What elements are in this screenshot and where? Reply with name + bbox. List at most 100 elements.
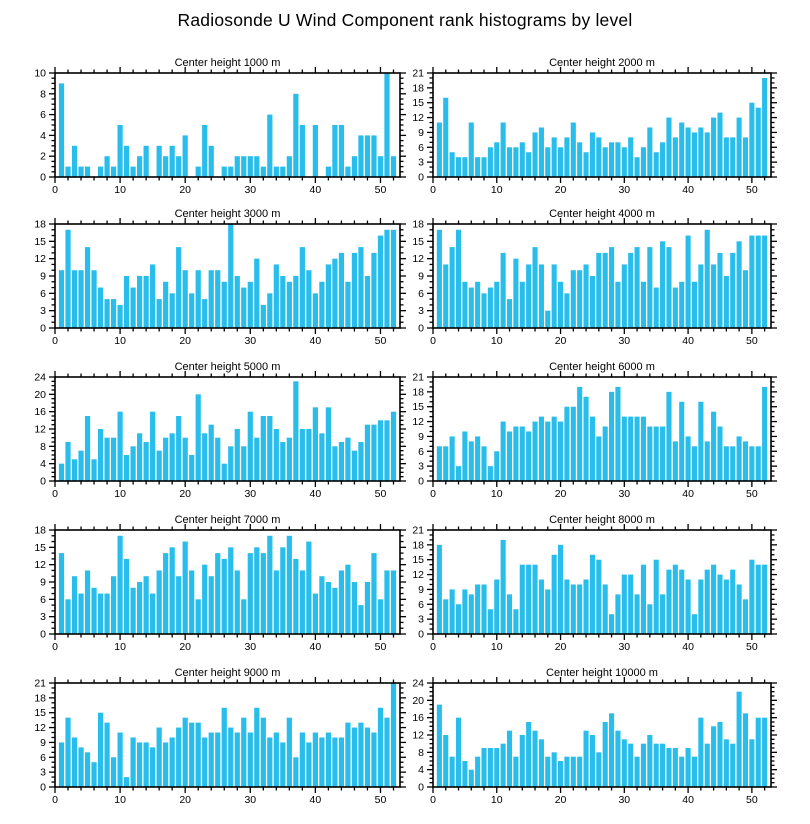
bar <box>208 576 214 634</box>
bar <box>487 748 493 787</box>
x-tick-label: 0 <box>52 184 58 196</box>
subplot-title: Center height 2000 m <box>549 57 655 69</box>
y-tick-label: 4 <box>40 130 46 142</box>
bar <box>202 299 208 328</box>
bar <box>449 436 455 481</box>
bar <box>526 431 532 481</box>
x-tick-label: 50 <box>746 794 758 806</box>
bar <box>202 433 208 481</box>
bar <box>570 406 576 481</box>
bar <box>628 252 634 328</box>
bar <box>564 406 570 481</box>
y-tick-label: 12 <box>34 559 46 571</box>
bar <box>78 593 84 634</box>
bars <box>58 224 397 328</box>
subplot-title: Center height 9000 m <box>175 667 281 679</box>
bar <box>215 732 221 787</box>
bar <box>506 299 513 328</box>
bar <box>117 304 123 328</box>
y-tick-label: 0 <box>418 629 424 641</box>
bar <box>615 281 621 328</box>
bar <box>345 437 351 481</box>
bar <box>538 579 544 634</box>
y-tick-label: 12 <box>412 569 424 581</box>
bar <box>319 576 325 634</box>
subplot-center-height-10000-m: Center height 10000 m 0 10 20 30 40 50 0 4 8 12 16 2… <box>412 667 777 806</box>
y-tick-label: 16 <box>34 406 46 418</box>
bar <box>532 730 538 787</box>
bar <box>443 735 449 787</box>
bar <box>390 570 397 634</box>
bar <box>286 281 292 328</box>
bar <box>749 235 755 328</box>
bar <box>723 579 729 634</box>
bar <box>564 756 570 787</box>
bar <box>596 559 602 634</box>
bar <box>345 166 351 177</box>
bar <box>602 722 608 787</box>
bar <box>91 587 97 634</box>
bar <box>736 241 742 328</box>
x-tick-label: 0 <box>52 488 58 500</box>
bar <box>150 411 156 481</box>
x-tick-label: 40 <box>310 794 322 806</box>
bar <box>169 433 175 481</box>
bar <box>653 152 659 177</box>
y-tick-label: 9 <box>418 271 424 283</box>
bar <box>634 416 640 481</box>
bar <box>364 424 371 481</box>
bar <box>143 742 149 787</box>
bar <box>377 599 384 634</box>
bar <box>506 730 513 787</box>
bar <box>615 730 621 787</box>
axis-frame <box>54 376 401 482</box>
bar <box>449 589 455 634</box>
bar <box>583 396 589 481</box>
x-tick-label: 40 <box>310 641 322 653</box>
bar <box>443 97 449 177</box>
bar <box>730 252 736 328</box>
bar <box>273 264 279 328</box>
subplot-title: Center height 7000 m <box>175 514 281 526</box>
bar <box>647 426 653 481</box>
bar <box>634 756 640 787</box>
bar <box>749 446 755 481</box>
bar <box>609 142 615 177</box>
bar <box>532 421 538 481</box>
bar <box>254 547 260 634</box>
bar <box>558 761 564 787</box>
bar <box>500 421 506 481</box>
bar <box>182 717 188 787</box>
bar <box>299 125 305 177</box>
bar <box>169 293 175 328</box>
bar <box>545 147 551 177</box>
bar <box>163 281 169 328</box>
bar <box>345 722 351 787</box>
x-tick-label: 40 <box>310 488 322 500</box>
bar <box>526 152 532 177</box>
y-tick-label: 3 <box>40 611 46 623</box>
y-tick-label: 18 <box>34 525 46 537</box>
bar <box>228 446 234 481</box>
bar <box>602 426 608 481</box>
bar <box>91 270 97 328</box>
bar <box>526 722 532 787</box>
bar <box>273 732 279 787</box>
bar <box>570 756 576 787</box>
bar <box>672 564 678 634</box>
bar <box>78 270 84 328</box>
bar <box>570 584 576 634</box>
bar <box>653 743 659 787</box>
bars <box>436 386 768 481</box>
x-tick-label: 30 <box>244 488 256 500</box>
x-tick-label: 50 <box>375 641 387 653</box>
bar <box>621 739 627 787</box>
bar <box>755 564 761 634</box>
bar <box>78 450 84 481</box>
y-tick-label: 15 <box>412 554 424 566</box>
bar <box>195 270 201 328</box>
bar <box>351 450 358 481</box>
bar <box>254 258 260 328</box>
subplot-center-height-3000-m: Center height 3000 m 0 10 20 30 40 50 0 3 6 9 12 15 1… <box>34 208 406 347</box>
bar <box>306 742 312 787</box>
